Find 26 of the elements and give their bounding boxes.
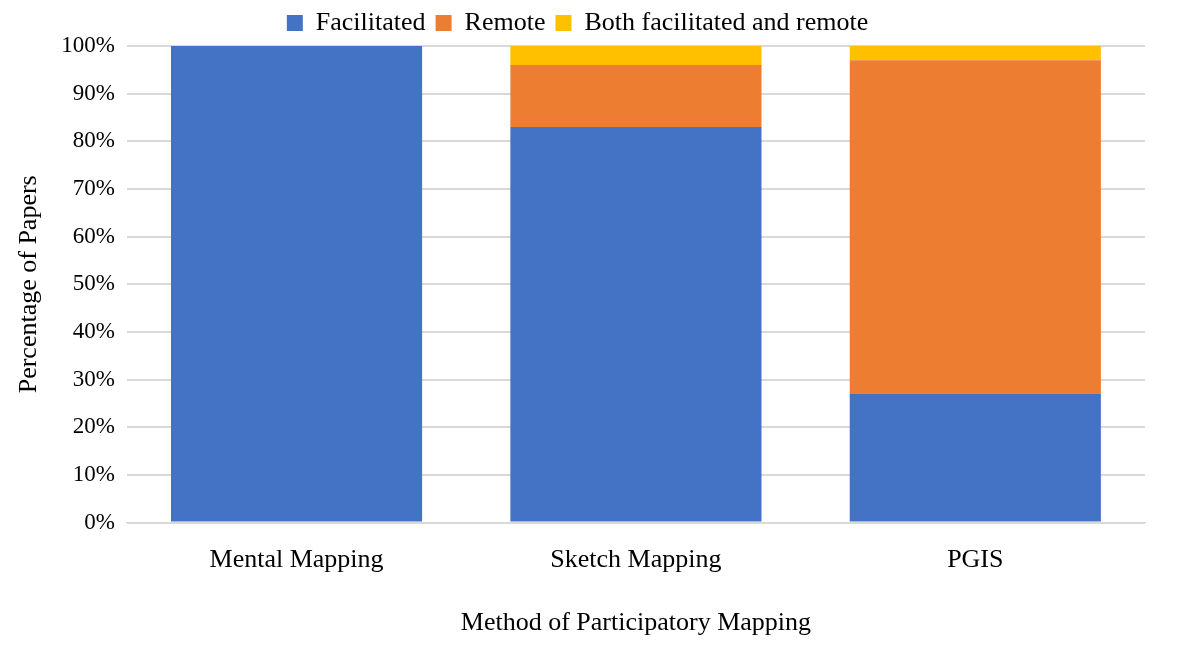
y-tick-label: 0% xyxy=(84,508,115,534)
bar xyxy=(510,46,762,66)
y-tick-label: 80% xyxy=(72,127,115,153)
y-tick-label: 10% xyxy=(72,460,115,486)
bar xyxy=(849,60,1101,394)
y-tick-label: 40% xyxy=(72,318,115,344)
y-tick-label: 70% xyxy=(72,175,115,201)
x-tick-label: PGIS xyxy=(947,544,1004,574)
bar xyxy=(170,46,423,522)
y-tick-label: 20% xyxy=(72,413,115,439)
y-axis-title: Percentage of Papers xyxy=(13,175,43,394)
legend-label: Facilitated xyxy=(315,6,426,36)
x-axis-title: Method of Participatory Mapping xyxy=(460,607,812,637)
y-tick-label: 100% xyxy=(61,32,115,58)
x-tick-label: Sketch Mapping xyxy=(550,544,722,574)
bar xyxy=(849,46,1101,61)
bar xyxy=(510,65,762,128)
bar xyxy=(510,127,762,522)
legend-label: Both facilitated and remote xyxy=(584,6,869,36)
y-tick-label: 50% xyxy=(72,270,115,296)
bar xyxy=(849,393,1101,522)
legend-label: Remote xyxy=(464,6,546,36)
y-tick-label: 90% xyxy=(72,79,115,105)
y-tick-label: 60% xyxy=(72,222,115,248)
x-tick-label: Mental Mapping xyxy=(209,544,384,574)
y-tick-label: 30% xyxy=(72,365,115,391)
